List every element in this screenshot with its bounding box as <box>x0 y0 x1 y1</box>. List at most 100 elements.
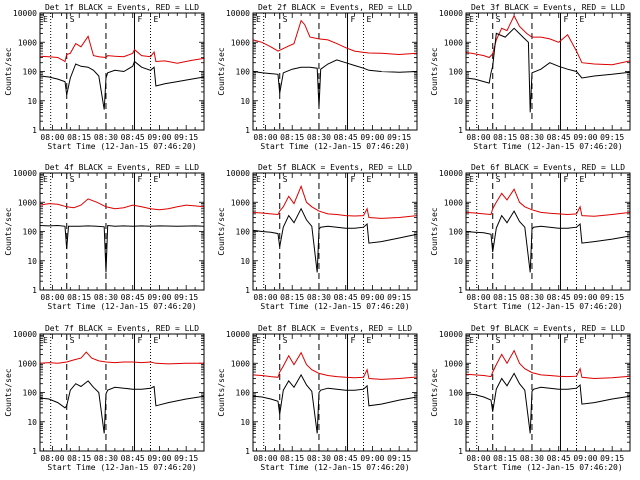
x-tick-label: 09:00 <box>147 454 171 463</box>
y-axis-label: Counts/sec <box>4 207 13 255</box>
region-label: F <box>350 15 355 24</box>
y-axis-label: Counts/sec <box>4 368 13 416</box>
y-tick-label: 1000 <box>231 359 250 368</box>
x-tick-label: 08:30 <box>520 454 544 463</box>
y-tick-label: 10 <box>453 97 463 106</box>
region-label: S <box>70 175 75 184</box>
series-line-events <box>253 59 417 108</box>
x-tick-label: 08:30 <box>307 293 331 302</box>
y-axis-label: Counts/sec <box>430 47 439 95</box>
x-tick-label: 08:00 <box>466 454 490 463</box>
plot-frame <box>252 333 418 452</box>
chart-title: Det 3f BLACK = Events, RED = LLD <box>471 3 625 12</box>
x-tick-label: 08:00 <box>253 293 277 302</box>
x-tick-label: 09:15 <box>174 454 198 463</box>
x-tick-label: 08:30 <box>94 454 118 463</box>
region-label: F <box>350 336 355 345</box>
x-tick-label: 08:30 <box>307 133 331 142</box>
series-line-events <box>40 60 204 110</box>
x-tick-label: 08:00 <box>40 293 64 302</box>
x-axis-label: Start Time (12-Jan-15 07:46:20) <box>260 142 409 151</box>
plot-frame <box>252 172 418 291</box>
y-tick-label: 100 <box>236 228 251 237</box>
x-tick-label: 08:45 <box>121 293 145 302</box>
chart-panel-2: Det 2f BLACK = Events, RED = LLD Counts/s… <box>217 3 418 151</box>
series-line-lld <box>40 351 204 365</box>
x-tick-label: 08:15 <box>493 293 517 302</box>
y-tick-label: 10000 <box>226 330 250 339</box>
y-tick-label: 1 <box>245 126 250 135</box>
region-label: E <box>43 336 48 345</box>
region-label: E <box>469 15 474 24</box>
plot-frame <box>39 333 205 452</box>
series-line-lld <box>466 14 630 66</box>
chart-title: Det 1f BLACK = Events, RED = LLD <box>45 3 199 12</box>
x-tick-label: 08:45 <box>547 133 571 142</box>
y-tick-label: 100 <box>236 68 251 77</box>
y-tick-label: 100 <box>449 228 464 237</box>
region-label: E <box>256 336 261 345</box>
region-label: E <box>154 175 159 184</box>
y-tick-label: 10000 <box>13 9 37 18</box>
chart-panel-8: Det 8f BLACK = Events, RED = LLD Counts/s… <box>217 324 418 472</box>
region-label: F <box>137 336 142 345</box>
y-tick-label: 10 <box>240 97 250 106</box>
x-tick-label: 08:15 <box>67 293 91 302</box>
y-tick-label: 1000 <box>18 359 37 368</box>
region-label: S <box>283 15 288 24</box>
y-tick-label: 10000 <box>226 169 250 178</box>
x-tick-label: 08:45 <box>334 293 358 302</box>
chart-title: Det 7f BLACK = Events, RED = LLD <box>45 324 199 333</box>
y-tick-label: 100 <box>23 389 38 398</box>
x-tick-label: 08:30 <box>307 454 331 463</box>
x-axis-label: Start Time (12-Jan-15 07:46:20) <box>260 463 409 472</box>
x-axis-label: Start Time (12-Jan-15 07:46:20) <box>260 302 409 311</box>
region-label: E <box>469 336 474 345</box>
x-tick-label: 08:30 <box>94 293 118 302</box>
x-tick-label: 09:15 <box>600 133 624 142</box>
region-label: E <box>367 336 372 345</box>
y-axis-label: Counts/sec <box>217 47 226 95</box>
x-tick-label: 08:45 <box>121 133 145 142</box>
series-line-lld <box>466 188 630 217</box>
x-axis-label: Start Time (12-Jan-15 07:46:20) <box>47 142 196 151</box>
x-tick-label: 08:30 <box>94 133 118 142</box>
x-tick-label: 09:00 <box>573 293 597 302</box>
y-tick-label: 1 <box>458 286 463 295</box>
chart-title: Det 8f BLACK = Events, RED = LLD <box>258 324 412 333</box>
chart-title: Det 6f BLACK = Events, RED = LLD <box>471 163 625 172</box>
x-axis-label: Start Time (12-Jan-15 07:46:20) <box>473 142 622 151</box>
x-tick-label: 08:15 <box>493 133 517 142</box>
x-tick-label: 08:45 <box>547 454 571 463</box>
region-label: E <box>256 15 261 24</box>
region-label: S <box>496 336 501 345</box>
y-tick-label: 10 <box>240 418 250 427</box>
region-label: E <box>43 15 48 24</box>
x-tick-label: 08:30 <box>520 133 544 142</box>
plot-frame <box>39 12 205 131</box>
region-label: E <box>580 175 585 184</box>
y-tick-label: 1000 <box>444 198 463 207</box>
region-label: S <box>283 175 288 184</box>
x-tick-label: 09:00 <box>573 133 597 142</box>
y-axis-label: Counts/sec <box>430 368 439 416</box>
x-tick-label: 08:00 <box>253 133 277 142</box>
y-tick-label: 100 <box>236 389 251 398</box>
series-line-events <box>253 207 417 273</box>
x-tick-label: 09:00 <box>360 133 384 142</box>
x-tick-label: 08:30 <box>520 293 544 302</box>
plot-frame <box>39 172 205 291</box>
y-tick-label: 10 <box>27 418 37 427</box>
region-label: E <box>580 15 585 24</box>
x-tick-label: 09:15 <box>387 454 411 463</box>
y-tick-label: 10000 <box>439 330 463 339</box>
series-line-events <box>466 210 630 273</box>
series-line-events <box>466 27 630 113</box>
y-tick-label: 10000 <box>226 9 250 18</box>
x-tick-label: 09:15 <box>174 133 198 142</box>
x-tick-label: 08:15 <box>493 454 517 463</box>
x-axis-label: Start Time (12-Jan-15 07:46:20) <box>473 463 622 472</box>
y-axis-label: Counts/sec <box>217 207 226 255</box>
series-line-lld <box>253 351 417 380</box>
